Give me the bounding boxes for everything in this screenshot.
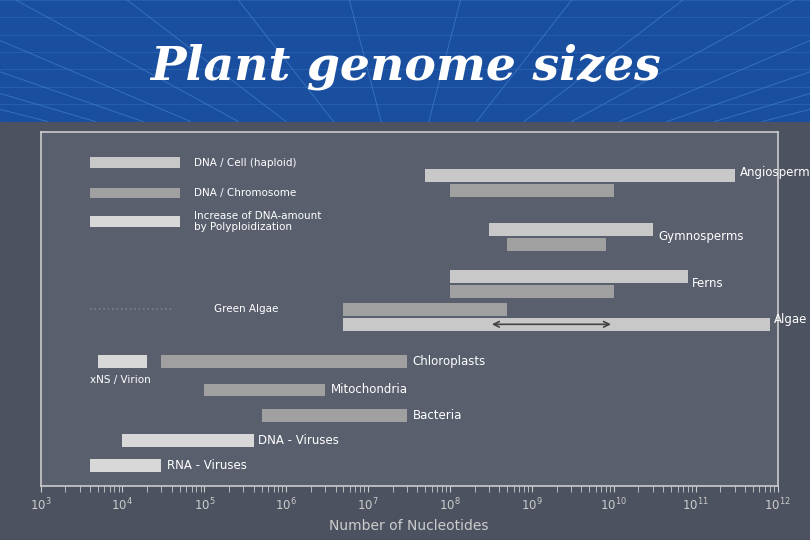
Text: Angiosperms: Angiosperms [740,166,810,179]
Text: Chloroplasts: Chloroplasts [412,355,486,368]
Bar [98,355,147,368]
Bar [262,409,407,422]
Bar [161,355,407,368]
Text: DNA / Cell (haploid): DNA / Cell (haploid) [194,158,296,167]
Bar [90,157,180,168]
Text: Increase of DNA-amount
by Polyploidization: Increase of DNA-amount by Polyploidizati… [194,211,322,232]
Bar [450,285,614,298]
Bar [450,184,614,197]
Bar [425,169,735,182]
Text: DNA / Chromosome: DNA / Chromosome [194,188,296,198]
Bar [204,383,326,396]
Bar [343,303,507,316]
Text: Algae: Algae [774,313,808,326]
X-axis label: Number of Nucleotides: Number of Nucleotides [330,518,488,532]
Bar [90,460,161,472]
Bar [90,187,180,198]
Bar [450,270,688,283]
Text: Green Algae: Green Algae [214,304,278,314]
Bar [489,223,653,236]
Text: Plant genome sizes: Plant genome sizes [150,44,660,90]
Text: Gymnosperms: Gymnosperms [659,230,744,243]
Text: RNA - Viruses: RNA - Viruses [167,460,247,472]
Text: Mitochondria: Mitochondria [330,383,407,396]
Text: Bacteria: Bacteria [412,409,462,422]
Text: xNS / Virion: xNS / Virion [90,375,151,385]
Bar [507,238,606,251]
Text: DNA - Viruses: DNA - Viruses [258,434,339,447]
Bar [90,216,180,227]
Text: Ferns: Ferns [692,278,723,291]
Bar [343,318,770,330]
Bar [122,434,254,447]
